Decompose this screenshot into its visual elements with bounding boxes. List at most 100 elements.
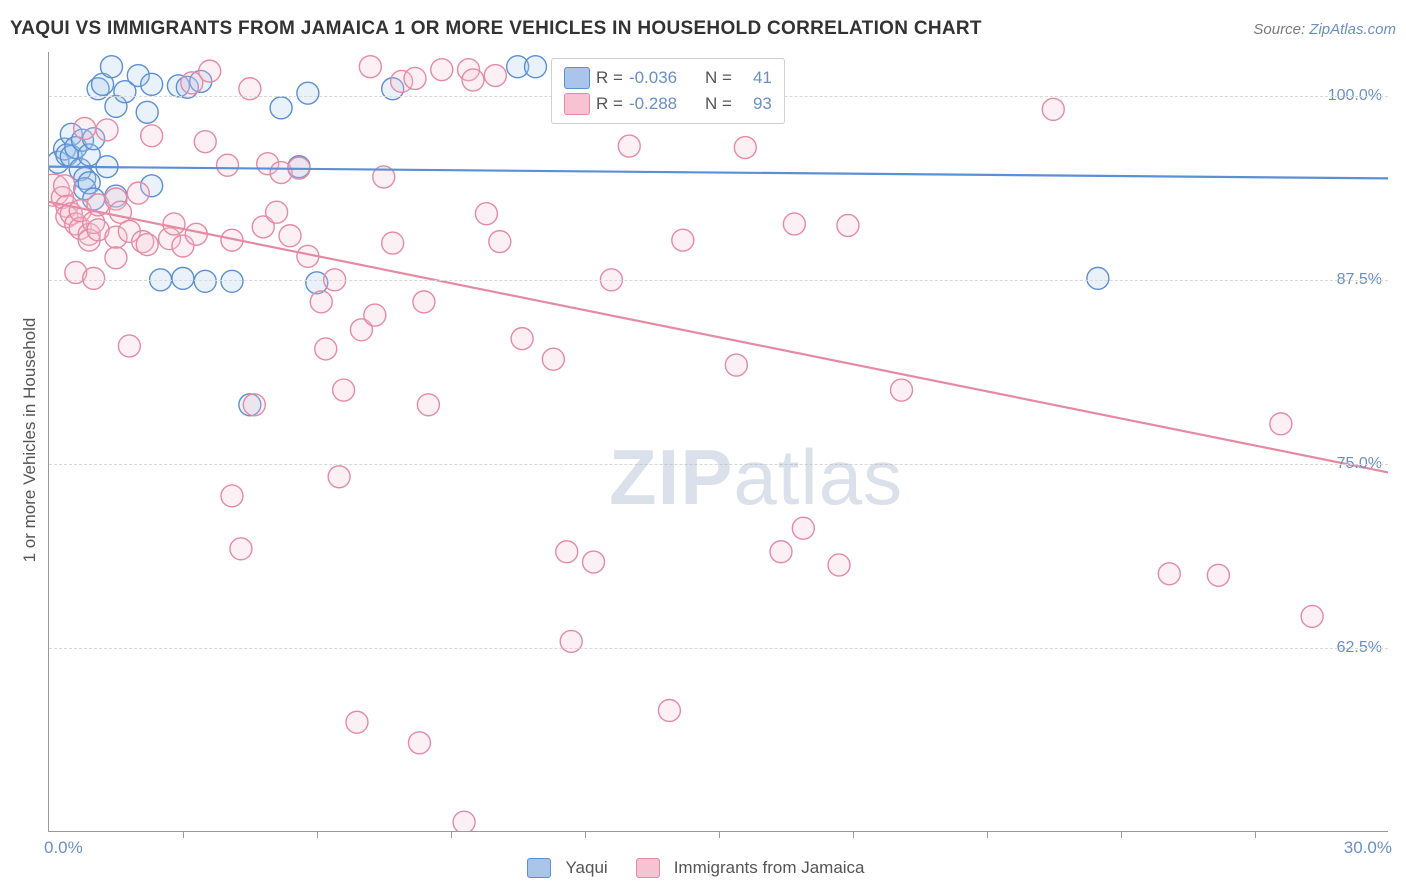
chart-svg xyxy=(49,52,1388,831)
scatter-point xyxy=(230,538,252,560)
scatter-point xyxy=(221,485,243,507)
scatter-point xyxy=(310,291,332,313)
grid-line xyxy=(49,648,1388,649)
scatter-point xyxy=(71,129,93,151)
x-tick xyxy=(183,831,184,838)
scatter-point xyxy=(69,217,91,239)
scatter-point xyxy=(243,394,265,416)
scatter-point xyxy=(172,235,194,257)
scatter-point xyxy=(54,175,76,197)
watermark-rest: atlas xyxy=(733,433,903,521)
scatter-point xyxy=(734,137,756,159)
scatter-point xyxy=(413,291,435,313)
scatter-point xyxy=(770,541,792,563)
scatter-point xyxy=(60,203,82,225)
scatter-point xyxy=(315,338,337,360)
scatter-point xyxy=(78,144,100,166)
scatter-point xyxy=(60,123,82,145)
scatter-point xyxy=(83,188,105,210)
scatter-point xyxy=(194,270,216,292)
scatter-point xyxy=(364,304,386,326)
scatter-point xyxy=(114,81,136,103)
scatter-point xyxy=(288,157,310,179)
scatter-point xyxy=(257,153,279,175)
scatter-point xyxy=(431,59,453,81)
scatter-point xyxy=(163,213,185,235)
scatter-point xyxy=(221,229,243,251)
scatter-point xyxy=(328,466,350,488)
scatter-point xyxy=(105,226,127,248)
x-tick xyxy=(719,831,720,838)
scatter-point xyxy=(118,220,140,242)
scatter-point xyxy=(136,234,158,256)
scatter-point xyxy=(109,201,131,223)
scatter-point xyxy=(618,135,640,157)
scatter-point xyxy=(141,73,163,95)
scatter-point xyxy=(118,335,140,357)
grid-line xyxy=(49,280,1388,281)
scatter-point xyxy=(270,97,292,119)
scatter-point xyxy=(49,174,69,206)
legend-n-value: 41 xyxy=(738,68,772,88)
scatter-point xyxy=(181,72,203,94)
scatter-point xyxy=(382,232,404,254)
scatter-point xyxy=(60,145,82,167)
chart-title: YAQUI VS IMMIGRANTS FROM JAMAICA 1 OR MO… xyxy=(10,18,982,40)
scatter-point xyxy=(132,231,154,253)
scatter-point xyxy=(658,699,680,721)
legend-r-value: -0.288 xyxy=(629,94,699,114)
legend-swatch xyxy=(564,93,590,115)
scatter-point xyxy=(141,175,163,197)
scatter-point xyxy=(279,225,301,247)
scatter-point xyxy=(484,65,506,87)
x-tick xyxy=(853,831,854,838)
legend-n-value: 93 xyxy=(738,94,772,114)
source-link[interactable]: ZipAtlas.com xyxy=(1309,21,1396,38)
source-prefix: Source: xyxy=(1253,21,1309,38)
x-tick xyxy=(451,831,452,838)
scatter-point xyxy=(105,247,127,269)
scatter-point xyxy=(56,206,78,228)
trend-line xyxy=(49,167,1388,179)
scatter-point xyxy=(891,379,913,401)
scatter-point xyxy=(51,187,73,209)
scatter-point xyxy=(725,354,747,376)
scatter-point xyxy=(408,732,430,754)
scatter-point xyxy=(78,223,100,245)
scatter-point xyxy=(74,178,96,200)
scatter-point xyxy=(1042,98,1064,120)
scatter-point xyxy=(333,379,355,401)
scatter-point xyxy=(167,75,189,97)
legend-n-label: N = xyxy=(705,68,732,88)
scatter-point xyxy=(270,162,292,184)
scatter-point xyxy=(458,59,480,81)
scatter-point xyxy=(1087,267,1109,289)
legend-series-label: Yaqui xyxy=(565,858,607,878)
scatter-point xyxy=(56,195,78,217)
scatter-point xyxy=(1207,564,1229,586)
scatter-point xyxy=(87,194,109,216)
scatter-point xyxy=(141,125,163,147)
scatter-point xyxy=(297,245,319,267)
x-tick xyxy=(1255,831,1256,838)
scatter-point xyxy=(266,201,288,223)
scatter-point xyxy=(54,138,76,160)
scatter-point xyxy=(511,328,533,350)
scatter-point xyxy=(297,82,319,104)
legend-swatch xyxy=(527,858,551,878)
scatter-point xyxy=(199,60,221,82)
correlation-legend: R =-0.036N =41R =-0.288N =93 xyxy=(551,58,785,124)
scatter-point xyxy=(252,216,274,238)
x-tick xyxy=(1121,831,1122,838)
scatter-point xyxy=(96,119,118,141)
y-axis-title: 1 or more Vehicles in Household xyxy=(20,318,40,563)
scatter-point xyxy=(78,172,100,194)
scatter-point xyxy=(475,203,497,225)
scatter-point xyxy=(373,166,395,188)
scatter-point xyxy=(288,156,310,178)
scatter-point xyxy=(127,182,149,204)
scatter-point xyxy=(556,541,578,563)
scatter-point xyxy=(217,154,239,176)
scatter-point xyxy=(391,70,413,92)
legend-r-value: -0.036 xyxy=(629,68,699,88)
